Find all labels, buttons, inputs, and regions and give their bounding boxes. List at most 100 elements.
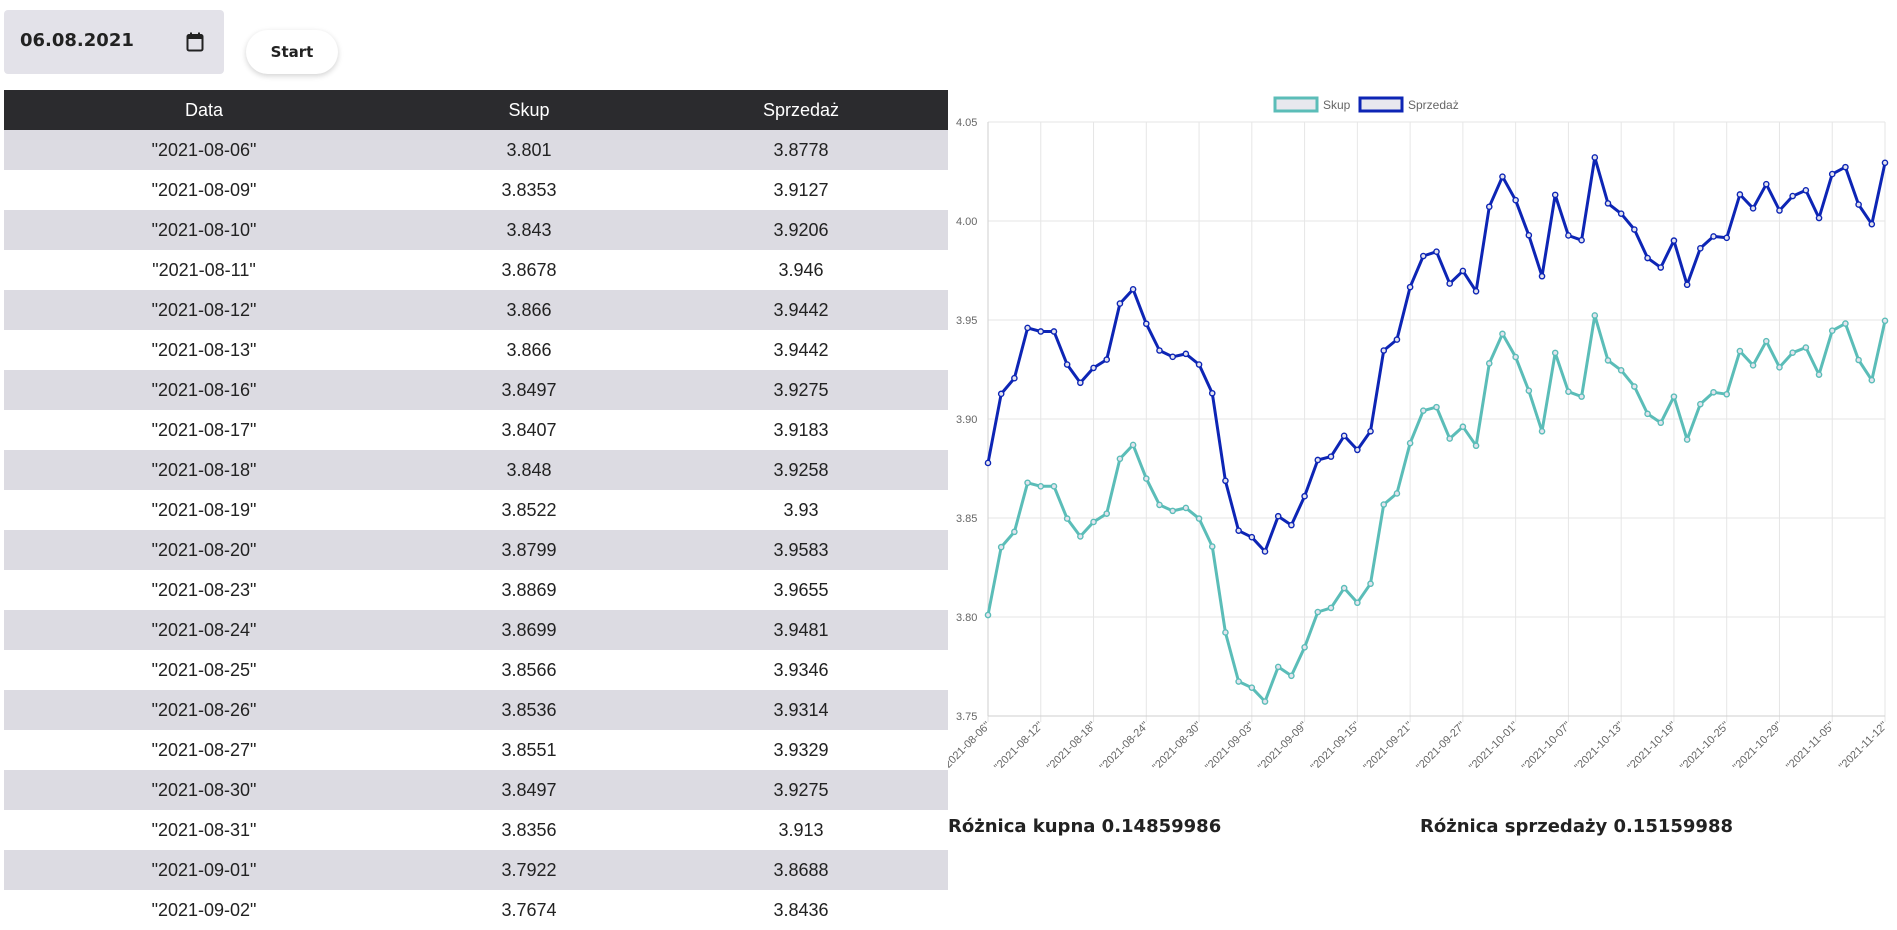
data-point-skup <box>1170 508 1175 513</box>
cell-date: "2021-08-18" <box>4 450 404 490</box>
x-tick-label: "2021-10-01" <box>1467 720 1521 774</box>
cell-skup: 3.801 <box>404 130 654 170</box>
data-point-sprzedaz <box>1302 494 1307 499</box>
data-point-skup <box>1249 685 1254 690</box>
calendar-icon[interactable] <box>186 32 204 52</box>
cell-sprzedaz: 3.9183 <box>654 410 948 450</box>
data-point-sprzedaz <box>1566 233 1571 238</box>
data-point-sprzedaz <box>1328 454 1333 459</box>
data-point-sprzedaz <box>1856 202 1861 207</box>
cell-date: "2021-08-26" <box>4 690 404 730</box>
data-point-sprzedaz <box>1196 362 1201 367</box>
data-point-skup <box>1315 609 1320 614</box>
data-point-sprzedaz <box>1790 193 1795 198</box>
data-point-skup <box>1764 339 1769 344</box>
cell-sprzedaz: 3.9314 <box>654 690 948 730</box>
x-tick-label: "2021-10-19" <box>1625 720 1679 774</box>
cell-date: "2021-08-19" <box>4 490 404 530</box>
data-point-sprzedaz <box>1408 285 1413 290</box>
x-tick-label: "2021-08-12" <box>992 720 1046 774</box>
table-row: "2021-08-31" 3.8356 3.913 <box>4 810 948 850</box>
data-point-sprzedaz <box>1421 253 1426 258</box>
data-point-skup <box>1737 348 1742 353</box>
data-point-sprzedaz <box>1592 155 1597 160</box>
cell-date: "2021-08-30" <box>4 770 404 810</box>
data-point-skup <box>1645 411 1650 416</box>
table-row: "2021-08-19" 3.8522 3.93 <box>4 490 948 530</box>
table-header-row: Data Skup Sprzedaż <box>4 90 948 130</box>
data-point-skup <box>1513 354 1518 359</box>
data-point-sprzedaz <box>1051 329 1056 334</box>
column-header-date: Data <box>4 90 404 130</box>
legend-label-skup: Skup <box>1323 98 1351 112</box>
x-tick-label: "2021-11-05" <box>1784 720 1837 773</box>
x-tick-label: "2021-09-09" <box>1256 720 1310 774</box>
cell-sprzedaz: 3.9442 <box>654 290 948 330</box>
table-row: "2021-08-13" 3.866 3.9442 <box>4 330 948 370</box>
x-tick-label: "2021-10-29" <box>1731 720 1785 774</box>
rates-table: Data Skup Sprzedaż "2021-08-06" 3.801 3.87… <box>4 90 948 930</box>
cell-skup: 3.8407 <box>404 410 654 450</box>
cell-sprzedaz: 3.9346 <box>654 650 948 690</box>
data-point-sprzedaz <box>1671 238 1676 243</box>
data-point-skup <box>999 545 1004 550</box>
data-point-skup <box>1487 361 1492 366</box>
data-point-sprzedaz <box>1131 287 1136 292</box>
data-point-skup <box>1777 365 1782 370</box>
cell-date: "2021-08-12" <box>4 290 404 330</box>
table-row: "2021-08-25" 3.8566 3.9346 <box>4 650 948 690</box>
data-point-skup <box>1619 368 1624 373</box>
data-point-skup <box>1196 516 1201 521</box>
data-point-sprzedaz <box>1315 457 1320 462</box>
data-point-skup <box>1078 534 1083 539</box>
data-point-skup <box>1276 664 1281 669</box>
data-point-sprzedaz <box>999 391 1004 396</box>
start-button[interactable]: Start <box>246 30 338 74</box>
table-row: "2021-08-26" 3.8536 3.9314 <box>4 690 948 730</box>
date-input[interactable]: 06.08.2021 <box>4 10 224 74</box>
data-point-sprzedaz <box>1816 215 1821 220</box>
cell-sprzedaz: 3.8778 <box>654 130 948 170</box>
data-point-skup <box>1236 679 1241 684</box>
cell-skup: 3.8497 <box>404 770 654 810</box>
cell-date: "2021-08-13" <box>4 330 404 370</box>
data-point-sprzedaz <box>1632 227 1637 232</box>
cell-skup: 3.866 <box>404 330 654 370</box>
cell-sprzedaz: 3.9329 <box>654 730 948 770</box>
data-point-sprzedaz <box>1579 238 1584 243</box>
data-point-skup <box>1856 357 1861 362</box>
data-point-sprzedaz <box>1183 351 1188 356</box>
table-row: "2021-08-10" 3.843 3.9206 <box>4 210 948 250</box>
data-point-sprzedaz <box>1553 192 1558 197</box>
x-tick-label: "2021-09-15" <box>1309 720 1363 774</box>
data-point-skup <box>1394 491 1399 496</box>
data-point-skup <box>1091 519 1096 524</box>
cell-date: "2021-08-20" <box>4 530 404 570</box>
data-point-skup <box>1698 402 1703 407</box>
cell-skup: 3.8536 <box>404 690 654 730</box>
data-point-sprzedaz <box>1249 535 1254 540</box>
x-tick-label: "2021-08-30" <box>1150 720 1204 774</box>
data-point-skup <box>1104 511 1109 516</box>
table-row: "2021-08-20" 3.8799 3.9583 <box>4 530 948 570</box>
data-point-sprzedaz <box>1698 246 1703 251</box>
cell-skup: 3.8497 <box>404 370 654 410</box>
data-point-skup <box>1473 443 1478 448</box>
cell-skup: 3.8356 <box>404 810 654 850</box>
data-point-sprzedaz <box>985 460 990 465</box>
table-row: "2021-08-17" 3.8407 3.9183 <box>4 410 948 450</box>
data-point-sprzedaz <box>1355 447 1360 452</box>
data-point-skup <box>1526 388 1531 393</box>
cell-skup: 3.7674 <box>404 890 654 930</box>
cell-date: "2021-08-16" <box>4 370 404 410</box>
data-point-sprzedaz <box>1473 289 1478 294</box>
data-point-skup <box>1539 429 1544 434</box>
date-value: 06.08.2021 <box>20 30 134 51</box>
data-point-sprzedaz <box>1223 478 1228 483</box>
cell-date: "2021-08-23" <box>4 570 404 610</box>
cell-date: "2021-08-25" <box>4 650 404 690</box>
data-point-skup <box>1592 313 1597 318</box>
data-point-sprzedaz <box>1513 198 1518 203</box>
data-point-sprzedaz <box>1658 265 1663 270</box>
data-point-skup <box>1632 384 1637 389</box>
